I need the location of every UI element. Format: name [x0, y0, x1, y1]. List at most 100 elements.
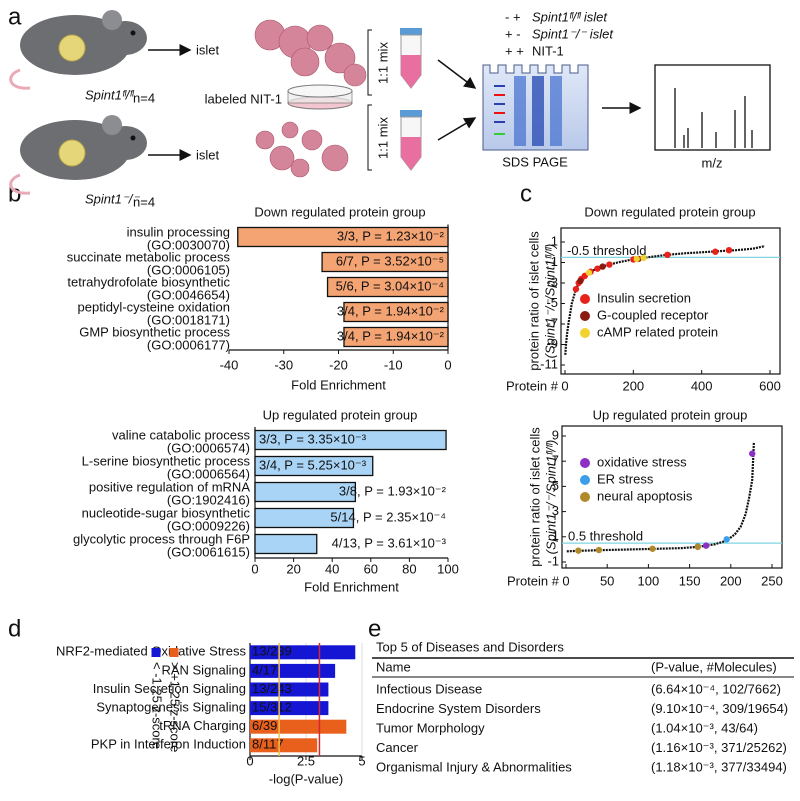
- lane-label: NIT-1: [532, 43, 564, 58]
- legend-swatch: [151, 648, 161, 657]
- category-id: (GO:0061615): [167, 544, 250, 559]
- legend-swatch: [580, 492, 590, 502]
- data-point: [577, 277, 584, 285]
- mouse: [9, 10, 147, 90]
- category-label: succinate metabolic process: [67, 249, 231, 264]
- x-tick-label: 250: [761, 573, 783, 588]
- legend-label: ER stress: [597, 471, 654, 486]
- bar: [343, 326, 449, 348]
- bar-annotation: 3/3, P = 3.35×10⁻³: [259, 431, 367, 446]
- chart-title: Down regulated protein group: [584, 204, 755, 219]
- data-point: [599, 263, 606, 270]
- bar: [250, 645, 356, 660]
- legend-label: Insulin secretion: [597, 290, 691, 305]
- category-label: PKP in Interferon Induction: [91, 737, 246, 752]
- table-cell: (9.10×10⁻⁴, 309/19654): [651, 701, 788, 716]
- table-cell: Tumor Morphology: [376, 720, 485, 735]
- x-tick-label: 0: [562, 573, 569, 588]
- data-point: [606, 261, 613, 268]
- nit-label: labeled NIT-1: [205, 91, 282, 106]
- legend-swatch: [580, 328, 590, 338]
- x-axis-label: -log(P-value): [269, 771, 343, 786]
- x-tick-label: 5: [358, 753, 365, 768]
- bar-annotation: 5/14, P = 2.35×10⁻⁴: [330, 509, 446, 524]
- category-label: Insulin Secretion Signaling: [93, 681, 246, 696]
- category-id: (GO:0030070): [147, 237, 230, 252]
- table-cell: Endocrine System Disorders: [376, 701, 541, 716]
- legend-label: G-coupled receptor: [597, 307, 709, 322]
- data-point: [594, 265, 601, 272]
- islet-label: islet: [196, 147, 220, 162]
- x-tick-label: 200: [622, 378, 644, 393]
- category-label: nucleotide-sugar biosynthetic: [82, 505, 251, 520]
- category-id: (GO:0006177): [147, 337, 230, 352]
- y-axis-sublabel: (Spint1⁻/⁻/Spint1ᶠˡ/ᶠˡ): [543, 440, 558, 555]
- x-tick-label: 400: [691, 378, 713, 393]
- bar: [250, 682, 329, 697]
- x-tick-label: 50: [600, 573, 614, 588]
- bar-annotation: 6/39: [252, 718, 277, 733]
- x-tick-label: 0: [251, 561, 258, 576]
- data-point: [723, 536, 730, 543]
- x-axis-label: Fold Enrichment: [304, 579, 399, 594]
- bar: [254, 481, 357, 503]
- lane-label: Spint1ᶠˡ/ᶠˡ islet: [532, 9, 608, 24]
- y-tick-label: 1: [552, 528, 559, 543]
- bracket: [367, 29, 372, 171]
- category-id: (GO:0018171): [147, 312, 230, 327]
- panel-label: e: [368, 615, 381, 642]
- x-tick-label: 40: [325, 561, 339, 576]
- x-tick-label: 0: [246, 753, 253, 768]
- legend-label: neural apoptosis: [597, 488, 693, 503]
- table-cell: (1.04×10⁻³, 43/64): [651, 720, 758, 735]
- x-tick-label: 0: [444, 357, 451, 372]
- genotype-label: Spint1ᶠˡ/ᶠˡ: [85, 87, 135, 102]
- bar-annotation: 3/8, P = 1.93×10⁻²: [339, 483, 447, 498]
- table-cell: (1.16×10⁻³, 371/25262): [651, 740, 787, 755]
- tube: [400, 28, 422, 89]
- legend-label: > +1.25 z-score: [168, 662, 183, 752]
- bar-annotation: 13/239: [252, 644, 292, 659]
- y-tick-label: 7: [552, 453, 559, 468]
- threshold-label: -0.5 threshold: [567, 243, 647, 258]
- bar: [343, 301, 449, 323]
- chart-title: Up regulated protein group: [593, 407, 748, 422]
- bar: [250, 701, 329, 716]
- y-axis-label: protein ratio of islet cells: [527, 427, 542, 567]
- bar-annotation: 3/4, P = 5.25×10⁻³: [259, 457, 367, 472]
- category-id: (GO:0006574): [167, 440, 250, 455]
- data-point: [749, 450, 756, 457]
- x-tick-label: 0: [561, 378, 568, 393]
- x-tick-label: 600: [759, 378, 781, 393]
- n-label: n=4: [133, 90, 155, 105]
- y-tick-label: -7: [546, 315, 558, 330]
- category-label: insulin processing: [127, 224, 230, 239]
- mouse: [9, 115, 147, 195]
- x-tick-label: 150: [679, 573, 701, 588]
- islet-cluster: [255, 121, 349, 178]
- table-cell: Cancer: [376, 740, 419, 755]
- legend-label: < -1.25 z-score: [150, 662, 165, 749]
- legend-swatch: [580, 475, 590, 485]
- legend-swatch: [169, 648, 179, 657]
- category-label: tRNA Charging: [159, 718, 246, 733]
- ms-label: m/z: [702, 155, 723, 170]
- bar: [326, 276, 449, 298]
- bar-annotation: 6/7, P = 3.52×10⁻⁵: [336, 253, 444, 268]
- table-title: Top 5 of Diseases and Disorders: [376, 639, 564, 654]
- category-label: positive regulation of mRNA: [89, 479, 250, 494]
- data-point: [595, 546, 603, 554]
- table-cell: Organismal Injury & Abnormalities: [376, 759, 572, 774]
- legend-label: cAMP related protein: [597, 324, 718, 339]
- y-axis-label: protein ratio of islet cells: [526, 231, 541, 371]
- data-point: [725, 247, 733, 254]
- category-id: (GO:0009226): [167, 518, 250, 533]
- lane-signs: + +: [505, 43, 524, 58]
- bar: [254, 533, 318, 555]
- table-header: (P-value, #Molecules): [651, 659, 777, 674]
- bar: [250, 719, 347, 734]
- category-label: peptidyl-cysteine oxidation: [78, 299, 230, 314]
- data-point: [712, 248, 719, 255]
- bar: [254, 507, 355, 529]
